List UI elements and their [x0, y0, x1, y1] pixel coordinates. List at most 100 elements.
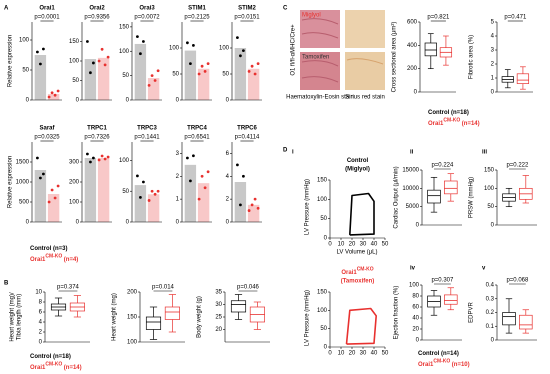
- y-tick-label: 50: [22, 68, 29, 74]
- y-tick-label: 200: [69, 180, 80, 186]
- y-tick-label: 2: [176, 174, 180, 180]
- legend-text: Control (n=18): [428, 110, 469, 116]
- x-tick-label: 50: [382, 242, 389, 248]
- data-point: [203, 70, 207, 73]
- p-value: p=0.9356: [84, 15, 110, 21]
- y-axis-label: Tibia length (mm): [17, 294, 23, 340]
- y-tick-label: 0: [491, 223, 495, 229]
- data-point: [186, 41, 189, 45]
- data-point: [239, 54, 242, 58]
- chart-title-text: Orai1: [341, 270, 357, 276]
- y-tick-label: 0: [414, 90, 418, 96]
- p-value: p=0.046: [237, 285, 260, 291]
- p-value: p=0.6541: [184, 135, 210, 141]
- histology-images: [300, 10, 385, 90]
- data-point: [189, 179, 192, 183]
- data-point: [36, 50, 39, 54]
- data-point: [36, 156, 39, 160]
- y-axis-label: Relative expression: [8, 156, 14, 208]
- bar: [134, 43, 147, 100]
- sub-panel-label: ii: [410, 150, 414, 156]
- y-tick-label: 0: [416, 338, 420, 344]
- y-tick-label: 25: [215, 315, 222, 321]
- image-texture: [301, 18, 339, 83]
- y-tick-label: 50: [320, 216, 327, 222]
- y-tick-label: 100: [119, 49, 130, 55]
- bar: [84, 158, 97, 222]
- data-point: [256, 62, 260, 65]
- y-tick-label: 0: [491, 90, 495, 96]
- data-point: [136, 35, 139, 39]
- x-tick-label: 30: [360, 242, 367, 248]
- data-point: [39, 176, 42, 180]
- bar: [84, 59, 97, 100]
- y-tick-label: 150: [119, 24, 130, 30]
- y-tick-label: 100: [484, 186, 495, 192]
- data-point: [53, 196, 57, 200]
- data-point: [106, 55, 110, 59]
- p-value: p=0.0072: [134, 15, 160, 21]
- y-axis-label: Body weight (g): [197, 296, 203, 338]
- x-tick-label: 20: [349, 351, 356, 357]
- y-tick-label: 4: [226, 174, 230, 180]
- box: [519, 314, 533, 330]
- y-tick-label: 0: [324, 345, 328, 351]
- y-tick-label: 0.3: [486, 296, 495, 302]
- y-tick-label: 100: [317, 197, 328, 203]
- data-point: [150, 74, 154, 78]
- chart-subtitle: (Tamoxifen): [341, 279, 375, 285]
- data-point: [47, 95, 51, 99]
- p-value: p=0.0151: [234, 15, 260, 21]
- x-tick-label: 10: [338, 242, 345, 248]
- box: [230, 300, 247, 313]
- data-point: [39, 62, 42, 66]
- y-tick-label: 0: [226, 98, 230, 104]
- chart-title: Orai3: [139, 6, 155, 12]
- panel-label: B: [4, 281, 9, 287]
- y-tick-label: 100: [409, 283, 420, 289]
- legend-entry: Orai1CM-KO (n=14): [428, 118, 480, 127]
- data-point: [206, 170, 210, 174]
- chart-subtitle: (Miglyol): [345, 167, 370, 173]
- y-axis-label: Cardiac Output (μl/min): [394, 166, 400, 228]
- chart-title-sup: CM-KO: [357, 267, 374, 273]
- sub-panel-label: v: [482, 266, 486, 272]
- data-point: [197, 197, 201, 201]
- he-image-tamoxifen: [300, 52, 340, 90]
- data-point: [186, 156, 189, 160]
- data-point: [203, 186, 207, 190]
- sub-panel-label: iv: [410, 266, 416, 272]
- bar: [134, 185, 147, 222]
- legend-text: Orai1: [428, 121, 444, 127]
- data-point: [156, 69, 160, 73]
- y-tick-label: 150: [69, 39, 80, 45]
- panel-label: A: [4, 6, 9, 12]
- y-tick-label: 2: [491, 62, 495, 68]
- y-tick-label: 0: [26, 220, 30, 226]
- box: [516, 73, 530, 84]
- data-point: [242, 49, 245, 52]
- image-label: Sirius red stain: [345, 95, 385, 101]
- legend-entry: Control (n=18): [428, 110, 469, 116]
- y-axis-label: PRSW (mmHg): [469, 177, 475, 218]
- data-point: [153, 79, 157, 82]
- data-point: [42, 47, 45, 51]
- chart-title: STIM1: [188, 6, 206, 12]
- y-tick-label: 15000: [402, 168, 419, 174]
- data-point: [103, 157, 107, 161]
- bar: [147, 78, 160, 100]
- y-tick-label: 500: [19, 200, 30, 206]
- y-tick-label: 100: [69, 200, 80, 206]
- chart-title-text: Control: [347, 158, 369, 164]
- x-tick-label: 50: [382, 351, 389, 357]
- data-point: [92, 61, 95, 65]
- data-point: [89, 160, 92, 164]
- y-tick-label: 0: [324, 236, 328, 242]
- legend-text: Control (n=18): [30, 354, 71, 360]
- data-point: [56, 184, 60, 188]
- y-axis-label: Relative expression: [8, 35, 14, 87]
- bar: [197, 183, 210, 222]
- chart-title: Orai1CM-KO: [341, 267, 373, 276]
- legend-entry: Control (n=14): [418, 351, 459, 357]
